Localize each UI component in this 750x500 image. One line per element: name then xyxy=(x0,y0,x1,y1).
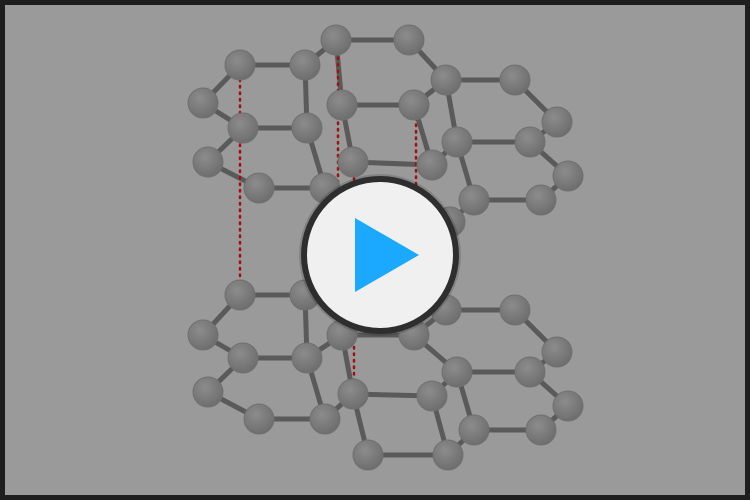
atom xyxy=(514,356,546,388)
atom xyxy=(499,64,531,96)
atom xyxy=(291,112,323,144)
atom xyxy=(552,160,584,192)
atom xyxy=(514,126,546,158)
atom xyxy=(398,89,430,121)
atom xyxy=(393,24,425,56)
atom xyxy=(352,439,384,471)
atom xyxy=(525,184,557,216)
atom xyxy=(320,24,352,56)
atom xyxy=(337,378,369,410)
atom xyxy=(309,403,341,435)
atom xyxy=(416,380,448,412)
atom xyxy=(224,49,256,81)
atom xyxy=(291,342,323,374)
atom xyxy=(430,64,462,96)
atom xyxy=(224,279,256,311)
atom xyxy=(458,184,490,216)
atom xyxy=(227,112,259,144)
atom xyxy=(552,390,584,422)
atom xyxy=(192,376,224,408)
play-icon xyxy=(355,218,419,292)
play-button[interactable] xyxy=(301,176,459,334)
video-poster xyxy=(187,24,584,471)
atom xyxy=(289,49,321,81)
atom xyxy=(432,439,464,471)
atom xyxy=(187,319,219,351)
atom xyxy=(187,87,219,119)
atom xyxy=(458,414,490,446)
atom xyxy=(541,106,573,138)
atom xyxy=(326,89,358,121)
graphene-atoms xyxy=(187,24,584,471)
atom xyxy=(525,414,557,446)
atom xyxy=(441,356,473,388)
atom xyxy=(499,294,531,326)
atom xyxy=(441,126,473,158)
atom xyxy=(243,403,275,435)
atom xyxy=(243,172,275,204)
atom xyxy=(227,342,259,374)
atom xyxy=(192,146,224,178)
atom xyxy=(416,149,448,181)
atom xyxy=(337,146,369,178)
atom xyxy=(541,336,573,368)
